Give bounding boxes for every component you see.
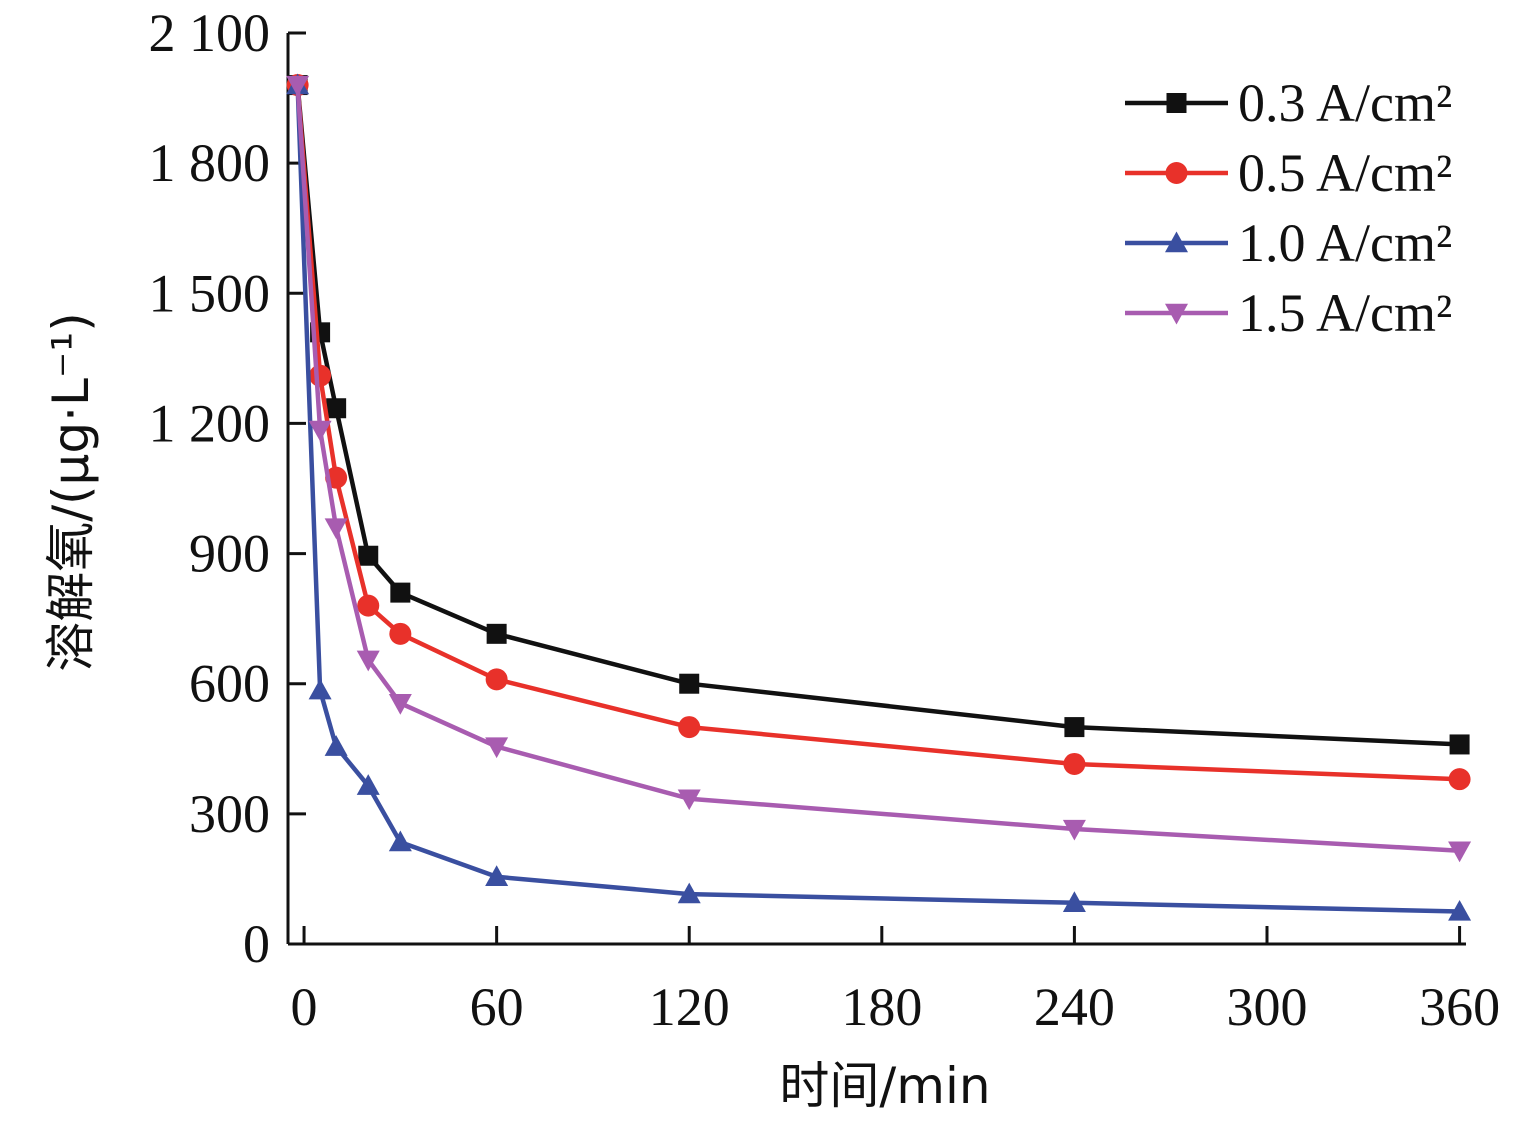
data-point [1063,752,1086,775]
y-tick-label: 600 [189,654,270,714]
series-line [295,85,1460,914]
y-axis-title: 溶解氧/(μg·L⁻¹) [42,312,100,672]
x-tick-label: 0 [291,977,318,1037]
legend-entry-4: 1.5 A/cm² [1125,283,1452,343]
y-tick-label: 1 200 [149,393,271,453]
legend-entry-1: 0.3 A/cm² [1125,73,1452,133]
data-point [485,668,508,691]
data-point [308,420,332,442]
legend-entry-2: 0.5 A/cm² [1125,143,1452,203]
legend-marker [1166,93,1187,113]
data-point [1448,841,1472,863]
legend-entry-3: 1.0 A/cm² [1125,213,1452,273]
legend-label: 1.0 A/cm² [1238,213,1452,273]
data-point [356,650,380,672]
x-tick-label: 180 [841,977,922,1037]
x-tick-label: 240 [1034,977,1115,1037]
data-point [388,694,412,715]
y-tick-label: 1 500 [149,263,271,323]
data-point [358,545,379,566]
x-axis-title: 时间/min [779,1057,990,1115]
x-tick-label: 360 [1419,977,1500,1037]
data-point [678,716,701,739]
x-tick-label: 120 [649,977,730,1037]
data-point [1062,819,1086,841]
data-point [1062,891,1086,912]
data-point [1449,734,1470,755]
data-point [677,789,701,811]
data-point [326,398,347,419]
data-point [357,594,380,617]
data-point [324,735,348,756]
series-3 [286,73,1472,921]
y-tick-label: 1 800 [149,133,271,193]
legend: 0.3 A/cm² 0.5 A/cm² 1.0 A/cm² 1.5 A/cm² [1125,73,1452,343]
legend-label: 0.5 A/cm² [1238,143,1452,203]
data-point [486,623,507,644]
data-point [390,582,411,603]
data-point [356,774,380,795]
data-point [286,75,310,97]
legend-marker [1165,303,1188,325]
x-tick-label: 300 [1226,977,1307,1037]
y-tick-label: 300 [189,784,270,844]
data-point [308,678,332,700]
data-point [388,830,412,852]
data-point [1448,768,1471,791]
data-point [677,882,701,904]
data-point [324,518,348,540]
y-tick-label: 0 [243,914,270,974]
legend-label: 0.3 A/cm² [1238,73,1452,133]
data-point [1448,899,1472,921]
data-point [679,673,700,694]
data-point [485,737,509,759]
data-point [389,622,412,645]
legend-label: 1.5 A/cm² [1238,283,1452,343]
legend-marker [1165,162,1188,184]
y-tick-label: 900 [189,524,270,584]
data-point [309,364,332,387]
series-4 [286,75,1472,863]
series-layer [286,73,1472,921]
data-point [1064,717,1085,738]
axes: 0 300 600 900 1 200 1 500 1 800 2 100 0 60 120 180 2… [149,3,1501,1037]
x-tick-label: 60 [470,977,524,1037]
data-point [485,865,509,886]
y-tick-label: 2 100 [149,3,271,63]
legend-marker [1165,231,1188,253]
